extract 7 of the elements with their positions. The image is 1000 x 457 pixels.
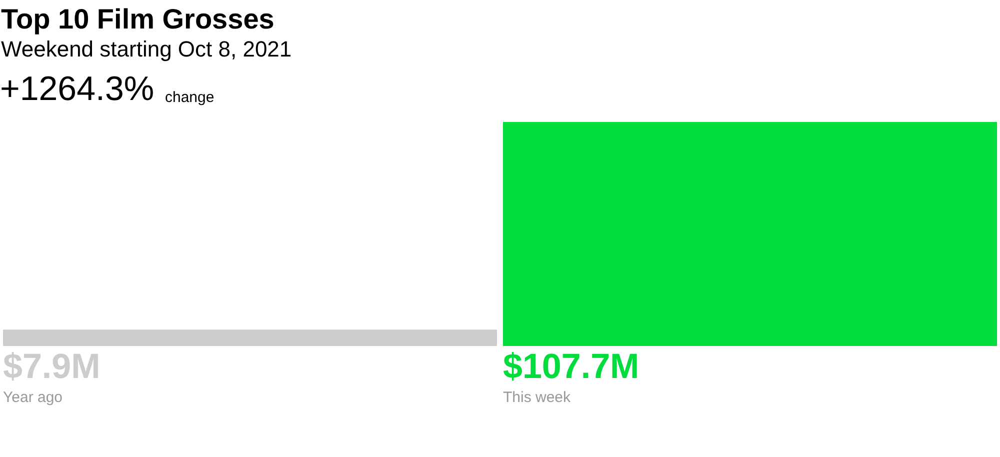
x-tick-label: Year ago bbox=[3, 389, 63, 406]
chart-subtitle: Weekend starting Oct 8, 2021 bbox=[1, 36, 292, 62]
text: change bbox=[165, 89, 214, 106]
x-tick-label: This week bbox=[503, 389, 572, 406]
data-label: $107.7M bbox=[503, 347, 640, 386]
text: +1264.3% bbox=[0, 70, 154, 108]
chart-title: Top 10 Film Grosses bbox=[1, 4, 274, 34]
